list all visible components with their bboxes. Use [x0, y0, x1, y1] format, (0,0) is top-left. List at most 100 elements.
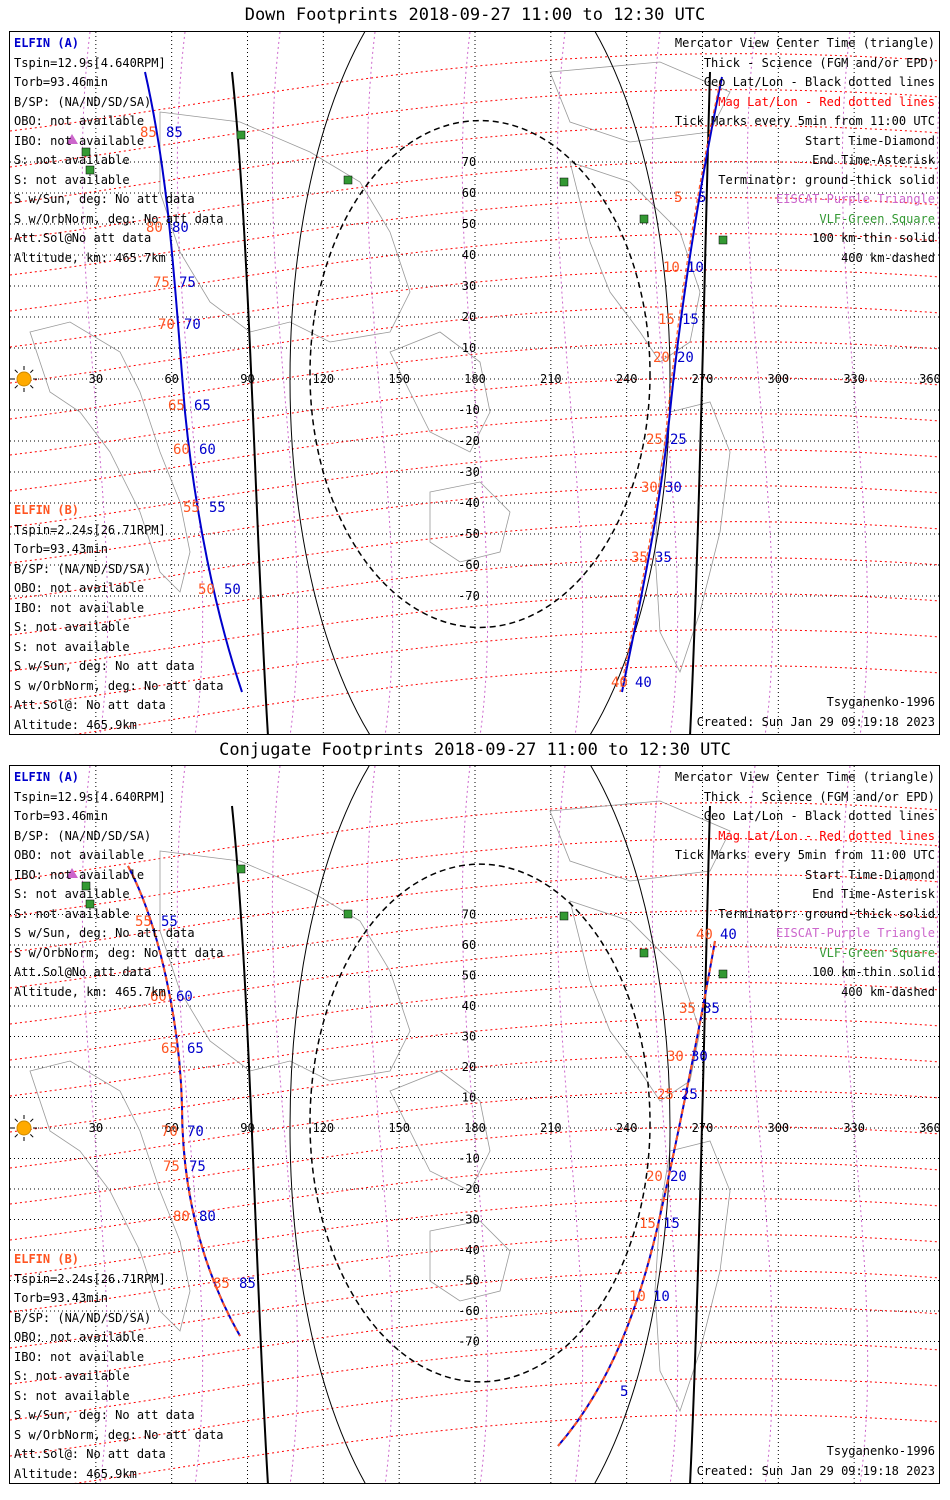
mag-longitude-line	[366, 766, 394, 1483]
elfin-b-tick-label: 50	[198, 582, 215, 598]
mag-latitude-line	[10, 1090, 939, 1169]
mag-latitude-line	[10, 305, 939, 384]
lat-tick-label: 50	[462, 969, 476, 983]
elfin-b-line: OBO: not available	[14, 581, 145, 595]
lat-tick-label: -60	[458, 1304, 480, 1318]
legend-entry: VLF-Green Square	[819, 945, 935, 960]
elfin-a-tick-label: 10	[687, 260, 704, 276]
legend-entry: 400 km-dashed	[841, 984, 935, 999]
terminator-line	[231, 71, 269, 734]
elfin-a-line: S: not available	[14, 906, 130, 921]
coastline	[429, 1220, 511, 1302]
map-canvas: 0306090120150180210240270300330360706050…	[10, 32, 940, 734]
legend-entry: Thick - Science (FGM and/or EPD)	[703, 789, 935, 804]
elfin-b-tick-label: 60	[150, 989, 167, 1005]
mag-latitude-line	[10, 557, 939, 636]
mag-longitude-line	[746, 766, 774, 1483]
elfin-b-line: S: not available	[14, 620, 130, 634]
elfin-b-line: Altitude: 465.9km	[14, 1466, 137, 1481]
elfin-a-line: S: not available	[14, 153, 130, 167]
terminator	[231, 805, 711, 1483]
elfin-a-line: S w/Sun, deg: No att data	[14, 192, 195, 206]
elfin-a-line: S w/OrbNorm, deg: No att data	[14, 945, 224, 960]
legend-entry: Mag Lat/Lon - Red dotted lines	[718, 94, 935, 109]
lon-tick-label: 180	[464, 372, 486, 386]
legend-entry: Start Time-Diamond	[804, 133, 935, 148]
elfin-b-line: S: not available	[14, 1388, 130, 1403]
elfin-a-tick-label: 60	[176, 989, 193, 1005]
lon-tick-label: 120	[312, 372, 334, 386]
footprint-tracks	[127, 865, 716, 1447]
mag-longitude-line	[556, 32, 584, 734]
vlf-stations	[81, 130, 728, 245]
elfin-b-tick-label: 80	[173, 1209, 190, 1225]
mag-longitude-line	[841, 32, 869, 734]
elfin-b-line: B/SP: (NA/ND/SD/SA)	[14, 1310, 152, 1325]
legend-entry: Mercator View Center Time (triangle)	[674, 36, 935, 50]
elfin-b-tick-label: 40	[611, 675, 628, 691]
vlf-square	[236, 864, 246, 874]
legend-entry: Terminator: ground-thick solid	[718, 906, 935, 921]
lat-tick-label: -30	[458, 465, 480, 479]
elfin-a-tick-label: 65	[194, 398, 211, 414]
elfin-b-line: S w/Sun, deg: No att data	[14, 659, 195, 673]
elfin-b-tick-label: 80	[146, 220, 163, 236]
mag-latitude-line	[10, 1054, 939, 1133]
lon-tick-label: 360	[919, 372, 940, 386]
lon-tick-label: 210	[540, 1121, 562, 1135]
lat-tick-label: 20	[462, 1060, 476, 1074]
mag-latitude-line	[10, 521, 939, 600]
elfin-a-line: B/SP: (NA/ND/SD/SA)	[14, 828, 152, 843]
eiscat-triangle	[66, 134, 78, 144]
elfin-b-tick-label: 30	[641, 480, 658, 496]
elfin-a-line: S w/OrbNorm, deg: No att data	[14, 211, 224, 226]
elfin-a-line: OBO: not available	[14, 114, 145, 128]
lon-tick-label: 360	[919, 1121, 940, 1135]
lat-tick-label: 10	[462, 1091, 476, 1105]
mag-latitude-line	[10, 125, 939, 204]
elfin-a-header: ELFIN (A)	[14, 770, 80, 784]
vlf-square	[81, 147, 91, 157]
vlf-square	[343, 175, 353, 185]
vlf-square	[85, 899, 95, 909]
elfin-a-tick-label: 65	[187, 1041, 204, 1057]
elfin-b-tick-label: 15	[658, 312, 675, 328]
vlf-square	[559, 911, 569, 921]
elfin-a-tick-label: 15	[682, 312, 699, 328]
elfin-b-line: B/SP: (NA/ND/SD/SA)	[14, 561, 152, 576]
vlf-square	[718, 235, 728, 245]
elfin-a-line: OBO: not available	[14, 848, 145, 862]
elfin-a-line: B/SP: (NA/ND/SD/SA)	[14, 94, 152, 109]
mag-latitude-line	[10, 53, 939, 132]
lat-tick-label: -60	[458, 558, 480, 572]
elfin-a-tick-label: 25	[681, 1087, 698, 1103]
elfin-b-tick-label: 35	[679, 1001, 696, 1017]
elfin-a-tick-label: 5	[620, 1384, 628, 1400]
legend-entry: Tick Marks every 5min from 11:00 UTC	[674, 114, 935, 128]
elfin-a-tick-label: 60	[199, 442, 216, 458]
track-tick-labels: 55 60 65 70 75 80 85 55 60 65 70 75 80 85 40 35 30 25 20 15…	[135, 914, 737, 1400]
mag-latitude-line	[10, 838, 939, 917]
eiscat-triangle	[66, 868, 78, 878]
elfin-a-tick-label: 35	[655, 550, 672, 566]
mag-latitude-line	[10, 413, 939, 492]
elfin-b-line: Att.Sol@: No att data	[14, 1447, 166, 1461]
mag-longitude-line	[366, 32, 394, 734]
lon-tick-label: 60	[164, 372, 178, 386]
mag-latitude-line	[10, 946, 939, 1025]
mag-latitude-line	[10, 1378, 939, 1457]
mag-longitude-line	[651, 766, 679, 1483]
elfin-a-tick-label: 70	[187, 1124, 204, 1140]
legend-entry: End Time-Asterisk	[812, 153, 935, 167]
terminator-line	[231, 805, 269, 1483]
elfin-a-info: ELFIN (A) Tspin=12.9s[4.640RPM] Torb=93.46…	[14, 768, 224, 1002]
mag-latitude-line	[10, 1198, 939, 1277]
elfin-b-tick-label: 10	[629, 1289, 646, 1305]
lat-tick-label: -70	[458, 1335, 480, 1349]
mag-latitude-line	[10, 269, 939, 348]
elfin-b-tick-label: 70	[161, 1124, 178, 1140]
legend-entry: End Time-Asterisk	[812, 887, 935, 901]
mag-latitude-line	[10, 593, 939, 672]
elfin-a-line: Torb=93.46min	[14, 809, 108, 823]
mag-latitude-line	[10, 1018, 939, 1097]
